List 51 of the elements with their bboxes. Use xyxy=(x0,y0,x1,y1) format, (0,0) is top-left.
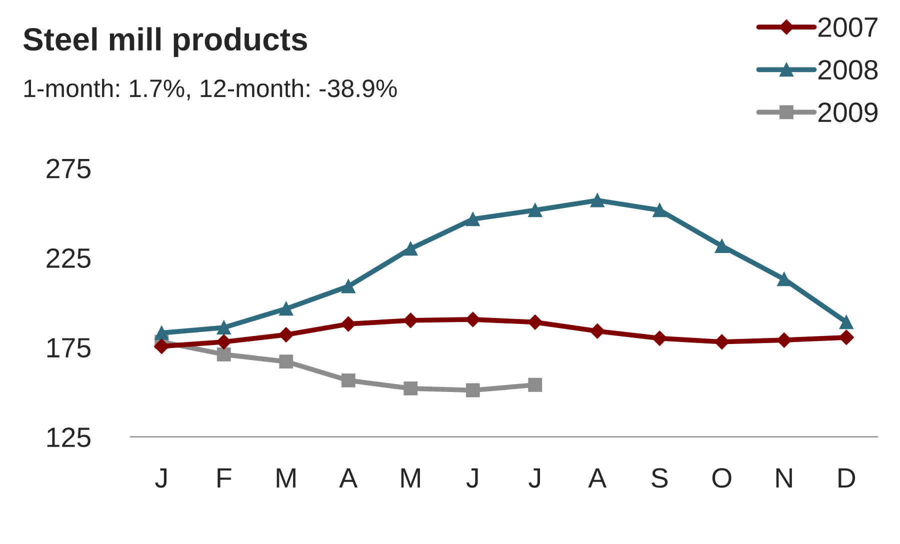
x-tick-label: O xyxy=(712,468,732,488)
point xyxy=(154,338,170,354)
y-tick-label: 175 xyxy=(47,338,90,358)
y-tick-label: 275 xyxy=(46,158,90,178)
point xyxy=(838,330,854,345)
chart-title: Steel mill products xyxy=(23,27,307,57)
point xyxy=(216,334,232,350)
point xyxy=(216,320,231,334)
x-tick-label: S xyxy=(652,468,668,488)
point xyxy=(590,193,604,208)
point xyxy=(154,326,169,340)
legend-label: 2009 xyxy=(818,102,878,122)
point xyxy=(714,239,729,253)
point xyxy=(777,272,792,286)
point xyxy=(776,332,792,348)
x-tick-label: J xyxy=(155,468,167,488)
y-tick-label: 225 xyxy=(46,248,90,268)
point xyxy=(652,203,667,218)
point xyxy=(528,203,542,218)
point xyxy=(528,378,542,392)
legend-label: 2007 xyxy=(818,17,878,38)
point xyxy=(528,314,543,330)
point xyxy=(466,383,480,398)
point xyxy=(341,279,356,294)
point xyxy=(652,330,668,346)
point xyxy=(590,324,605,339)
point xyxy=(216,347,231,362)
point xyxy=(465,312,480,328)
y-tick-label: 125 xyxy=(47,428,90,448)
point xyxy=(403,312,418,328)
point xyxy=(279,354,294,369)
point xyxy=(279,302,294,316)
point xyxy=(404,242,418,256)
x-tick-label: D xyxy=(838,468,856,488)
x-tick-label: N xyxy=(776,468,792,488)
point xyxy=(404,382,418,396)
point xyxy=(466,212,480,226)
x-tick-label: M xyxy=(276,468,296,488)
x-tick-label: A xyxy=(339,468,358,488)
point xyxy=(341,373,356,388)
x-tick-label: J xyxy=(528,468,540,488)
point xyxy=(278,327,294,342)
x-tick-label: F xyxy=(218,468,232,488)
point xyxy=(714,334,730,350)
point xyxy=(340,316,356,332)
point xyxy=(839,315,854,330)
legend-label: 2008 xyxy=(818,60,878,80)
x-tick-label: M xyxy=(401,468,420,488)
chart-subtitle: 1-month: 1.7%, 12-month: -38.9% xyxy=(24,78,397,100)
x-tick-label: J xyxy=(466,468,478,488)
x-tick-label: A xyxy=(588,468,607,488)
